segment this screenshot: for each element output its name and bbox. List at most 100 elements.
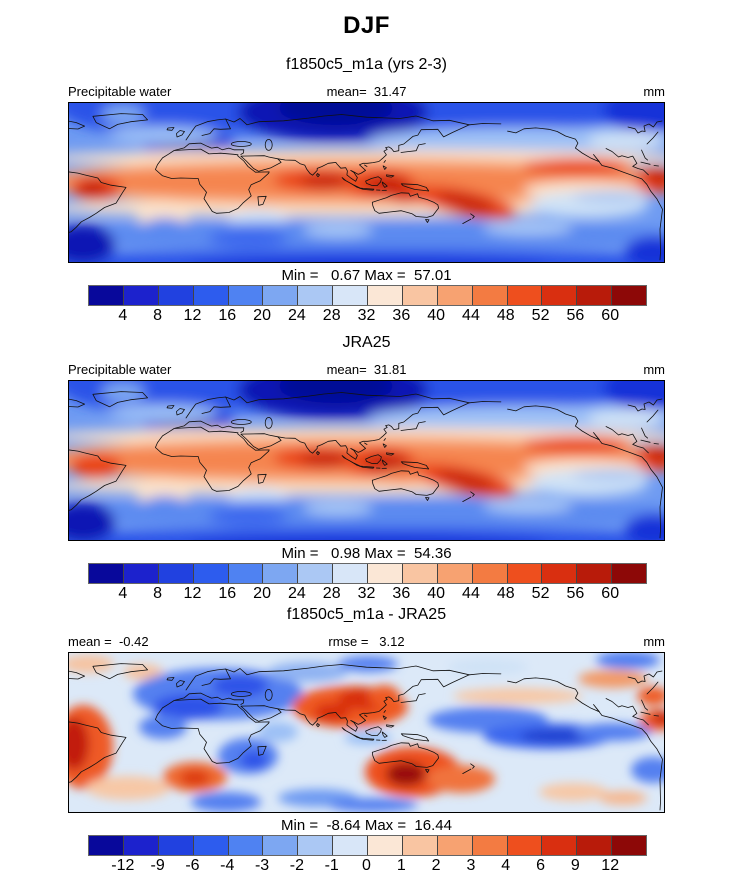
colorbar-segment [472, 564, 508, 583]
panel-subtitle: f1850c5_m1a - JRA25 [286, 606, 447, 623]
colorbar-segment [368, 286, 403, 305]
colorbar-segment [577, 836, 613, 855]
colorbar-tick-label: 28 [322, 585, 341, 602]
panel-header: Precipitable water mean= 31.47 mm [68, 84, 665, 100]
colorbar-tick-label: 56 [566, 307, 585, 324]
colorbar-segment [89, 836, 124, 855]
colorbar-tick-label: 9 [570, 857, 580, 874]
colorbar-tick-label: -2 [289, 857, 304, 874]
map-obs [68, 380, 665, 541]
panel-header: mean = -0.42 rmse = 3.12 mm [68, 634, 665, 650]
colorbar-segment [263, 836, 299, 855]
colorbar-tick-label: 4 [118, 307, 128, 324]
colorbar-segment [158, 836, 194, 855]
field-label: Precipitable water [68, 84, 172, 99]
colorbar-segment [542, 836, 578, 855]
colorbar-segment [193, 564, 229, 583]
contour-field [68, 380, 665, 541]
colorbar-tick-label: 44 [462, 307, 480, 324]
panel-obs: JRA25 Precipitable water mean= 31.81 mm … [0, 334, 733, 610]
panel-subtitle: JRA25 [342, 334, 391, 351]
colorbar-tick-label: 36 [392, 585, 411, 602]
colorbar-segment [368, 836, 403, 855]
colorbar-tick-label: -12 [111, 857, 135, 874]
units-label: mm [643, 634, 665, 649]
minmax-label: Min = 0.98 Max = 54.36 [281, 545, 452, 562]
colorbar-segment [263, 286, 299, 305]
colorbar [88, 563, 647, 584]
colorbar-tick-label: 20 [253, 585, 271, 602]
colorbar-segment [298, 836, 334, 855]
colorbar-segment [472, 836, 508, 855]
map-difference [68, 652, 665, 813]
colorbar-tick-label: 3 [466, 857, 476, 874]
colorbar-segment [228, 564, 264, 583]
colorbar-tick-label: 52 [531, 585, 550, 602]
colorbar-segment [193, 836, 229, 855]
colorbar-segment [472, 286, 508, 305]
mean-label: mean= 31.81 [326, 362, 407, 377]
colorbar-tick-label: 48 [496, 585, 515, 602]
colorbar-tick-label: 56 [566, 585, 585, 602]
colorbar-segment [123, 564, 159, 583]
colorbar-segment [402, 836, 438, 855]
colorbar-segment [123, 286, 159, 305]
map-frame [68, 102, 665, 263]
units-label: mm [643, 362, 665, 377]
colorbar-tick-label: 12 [183, 307, 202, 324]
minmax-label: Min = -8.64 Max = 16.44 [281, 817, 452, 834]
colorbar-ticks: 4 8 12 16 20 24 28 32 36 40 44 48 52 56 60 [88, 307, 645, 326]
colorbar-segment [123, 836, 159, 855]
colorbar-tick-label: 12 [183, 585, 202, 602]
colorbar-tick-label: 52 [531, 307, 550, 324]
contour-field [68, 102, 665, 263]
colorbar-tick-label: -3 [254, 857, 270, 874]
colorbar-segment [89, 286, 124, 305]
colorbar-tick-label: -9 [150, 857, 165, 874]
colorbar-tick-label: 16 [218, 585, 237, 602]
panel-header: Precipitable water mean= 31.81 mm [68, 362, 665, 378]
colorbar-tick-label: 40 [427, 585, 446, 602]
map-model [68, 102, 665, 263]
colorbar-tick-label: 0 [362, 857, 371, 874]
colorbar-segment [542, 286, 578, 305]
colorbar-tick-label: 60 [601, 585, 620, 602]
colorbar-tick-label: 24 [287, 585, 306, 602]
colorbar-segment [158, 286, 194, 305]
colorbar-segment [402, 286, 438, 305]
colorbar-segment [228, 286, 264, 305]
colorbar-ticks: -12 -9 -6 -4 -3 -2 -1 0 1 2 3 4 6 9 12 [88, 857, 645, 876]
colorbar-tick-label: 8 [153, 585, 163, 602]
map-frame [68, 380, 665, 541]
colorbar-ticks: 4 8 12 16 20 24 28 32 36 40 44 48 52 56 60 [88, 585, 645, 604]
panel-model: f1850c5_m1a (yrs 2-3) Precipitable water… [0, 56, 733, 332]
colorbar-tick-label: 36 [392, 307, 411, 324]
colorbar-tick-label: 4 [118, 585, 128, 602]
colorbar-segment [298, 286, 334, 305]
colorbar-tick-label: 40 [427, 307, 446, 324]
colorbar-segment [193, 286, 229, 305]
page-title: DJF [343, 12, 390, 39]
colorbar-tick-label: -4 [220, 857, 235, 874]
colorbar-segment [507, 286, 543, 305]
colorbar-tick-label: 28 [322, 307, 341, 324]
colorbar-tick-label: 60 [601, 307, 620, 324]
colorbar [88, 835, 647, 856]
field-label: Precipitable water [68, 362, 172, 377]
colorbar-segment [577, 286, 613, 305]
panel-difference: f1850c5_m1a - JRA25 mean = -0.42 rmse = … [0, 606, 733, 882]
colorbar-segment [437, 286, 473, 305]
colorbar-tick-label: 32 [357, 307, 376, 324]
colorbar-segment [507, 836, 543, 855]
colorbar-segment [333, 836, 368, 855]
colorbar-tick-label: 16 [218, 307, 237, 324]
colorbar-tick-label: 44 [462, 585, 480, 602]
colorbar-tick-label: -1 [324, 857, 339, 874]
colorbar [88, 285, 647, 306]
colorbar-segment [333, 564, 368, 583]
colorbar-segment [402, 564, 438, 583]
colorbar-segment [542, 564, 578, 583]
colorbar-tick-label: -6 [185, 857, 200, 874]
colorbar-segment [437, 564, 473, 583]
colorbar-segment [158, 564, 194, 583]
